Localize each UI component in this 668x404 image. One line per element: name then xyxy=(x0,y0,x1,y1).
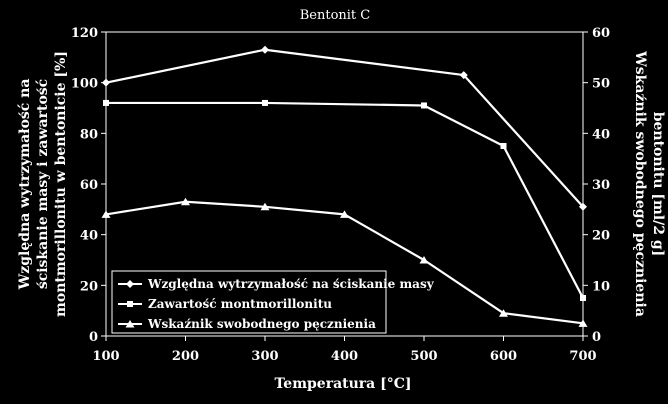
y-left-label-line: montmorillonitu w bentonicie [%] xyxy=(53,51,69,317)
x-tick-label: 600 xyxy=(490,349,517,364)
y-left-tick-label: 40 xyxy=(80,229,98,244)
y-left-tick-label: 80 xyxy=(80,127,98,142)
legend-marker xyxy=(125,320,135,328)
data-point xyxy=(102,78,110,87)
y-right-tick-label: 30 xyxy=(592,178,610,193)
series-layer xyxy=(101,45,588,327)
legend-marker xyxy=(126,280,134,288)
x-tick-label: 500 xyxy=(410,349,437,364)
y-left-tick-label: 60 xyxy=(80,178,98,193)
y-right-tick-label: 50 xyxy=(592,77,610,92)
legend-entry-label: Wskaźnik swobodnego pęcznienia xyxy=(147,317,376,331)
y-axis-label-left: Względna wytrzymałość na ściskanie masy i… xyxy=(17,51,69,317)
data-point xyxy=(262,99,268,106)
y-axis-label-right: Wskaźnik swobodnego pęcznienia bentonitu … xyxy=(632,50,666,317)
legend-entry-label: Względna wytrzymałość na ściskanie masy xyxy=(147,277,435,291)
data-point xyxy=(181,197,190,206)
y-right-label-line: bentonitu [ml/2 g] xyxy=(650,112,666,257)
data-point xyxy=(579,202,587,211)
data-point xyxy=(421,102,427,109)
y-left-label-line: ściskanie masy i zawartość xyxy=(35,79,51,289)
series-line xyxy=(105,48,584,208)
data-point xyxy=(103,99,109,106)
data-point xyxy=(260,202,270,211)
series-line xyxy=(106,101,584,299)
y-left-label-line: Względna wytrzymałość na xyxy=(17,79,33,291)
series-2 xyxy=(103,99,586,301)
data-point xyxy=(101,210,111,218)
legend-entry-label: Zawartość montmorillonitu xyxy=(148,297,332,311)
legend-box xyxy=(111,270,387,334)
axes: 100 200 300 400 500 600 700 0 20 40 60 80 100 120 0 10 2… xyxy=(71,26,610,364)
x-tick-label: 400 xyxy=(331,349,358,364)
chart-title: Bentonit C xyxy=(300,8,371,23)
data-point xyxy=(340,210,349,218)
data-point xyxy=(500,143,507,149)
y-left-tick-label: 0 xyxy=(89,330,98,345)
data-point xyxy=(459,71,468,80)
x-axis-label: Temperatura [°C] xyxy=(274,376,411,392)
x-tick-label: 700 xyxy=(569,349,596,364)
x-tick-label: 100 xyxy=(92,349,119,364)
data-point xyxy=(499,309,508,317)
y-right-tick-label: 40 xyxy=(592,127,610,142)
x-tick-label: 300 xyxy=(251,349,278,364)
y-left-tick-label: 120 xyxy=(71,26,98,41)
y-right-label-line: Wskaźnik swobodnego pęcznienia xyxy=(632,50,648,317)
series-3 xyxy=(101,197,588,327)
x-tick-label: 200 xyxy=(172,349,199,364)
legend: Względna wytrzymałość na ściskanie masy Z… xyxy=(111,270,435,334)
y-right-tick-label: 10 xyxy=(592,279,610,294)
series-1 xyxy=(102,45,587,211)
legend-marker xyxy=(127,301,133,307)
y-right-tick-label: 60 xyxy=(592,26,610,41)
y-right-tick-label: 20 xyxy=(592,229,610,244)
y-left-tick-label: 100 xyxy=(71,77,98,92)
data-point xyxy=(580,295,586,301)
data-point xyxy=(261,45,269,54)
data-point xyxy=(419,256,429,264)
data-point xyxy=(578,319,588,327)
y-left-tick-label: 20 xyxy=(80,279,98,294)
y-right-tick-label: 0 xyxy=(592,330,601,345)
